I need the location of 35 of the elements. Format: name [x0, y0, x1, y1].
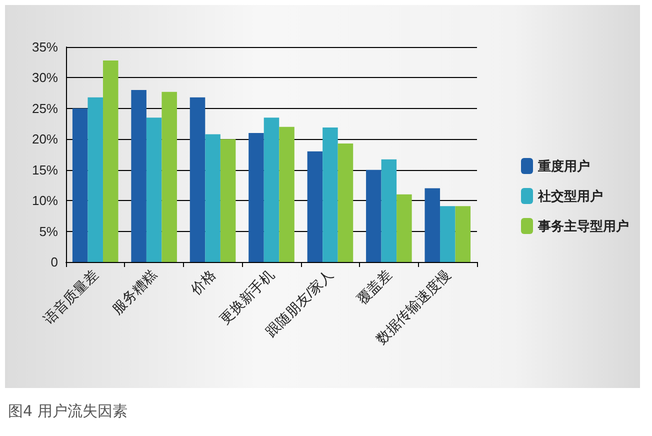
bar — [220, 139, 236, 262]
bar — [338, 143, 354, 262]
legend-label: 重度用户 — [537, 158, 590, 174]
bar — [381, 159, 397, 262]
bar — [396, 194, 412, 262]
bar — [131, 90, 146, 262]
bar — [440, 206, 456, 262]
y-tick-label: 20% — [32, 132, 58, 147]
y-tick-label: 5% — [39, 224, 58, 239]
x-tick-label: 服务糟糕 — [108, 266, 160, 318]
bar — [322, 127, 338, 262]
bar — [162, 92, 177, 262]
bar — [248, 133, 264, 262]
bar — [102, 60, 118, 262]
y-tick-label: 15% — [32, 162, 58, 178]
bar — [455, 206, 471, 262]
bar — [307, 151, 323, 262]
bar — [424, 188, 440, 262]
y-tick-label: 30% — [32, 70, 58, 86]
y-tick-label: 10% — [32, 193, 58, 208]
bar — [264, 118, 280, 262]
bar — [366, 170, 382, 262]
bar — [146, 118, 162, 262]
bar — [190, 97, 206, 262]
x-tick-label: 价格 — [186, 266, 218, 298]
caption: 图4 用户流失因素 — [8, 402, 128, 421]
legend-label: 社交型用户 — [537, 188, 603, 204]
y-tick-label: 25% — [32, 100, 58, 116]
bar — [205, 134, 220, 262]
legend-label: 事务主导型用户 — [537, 218, 629, 234]
y-tick-label: 35% — [32, 40, 58, 54]
bar — [72, 108, 88, 262]
bar — [279, 126, 294, 262]
x-tick-label: 覆盖差 — [354, 266, 395, 308]
bar — [88, 97, 103, 262]
